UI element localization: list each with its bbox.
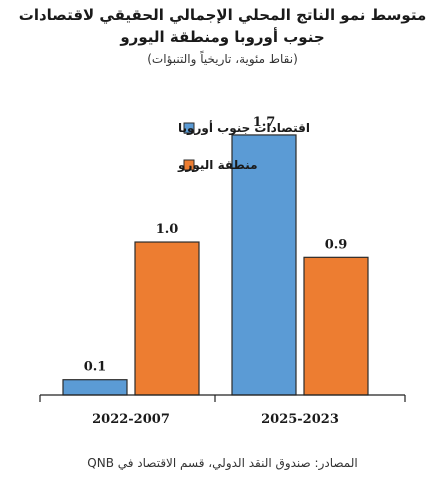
value-label-1-2: 1.7 <box>253 115 276 130</box>
chart-subtitle: (نقاط مئوية، تاريخياً والتنبؤات) <box>147 52 298 66</box>
legend-label-2: منطقة اليورو <box>177 158 258 173</box>
legend-swatch-2 <box>183 159 195 171</box>
source-note: المصادر: صندوق النقد الدولي، قسم الاقتصا… <box>87 456 358 470</box>
chart-title: متوسط نمو الناتج المحلي الإجمالي الحقيقي… <box>18 6 427 46</box>
bar-1-1 <box>62 379 128 396</box>
value-label-1-1: 0.1 <box>84 360 107 375</box>
value-label-2-1: 1.0 <box>156 222 179 237</box>
category-label-2: 2025-2023 <box>261 412 339 427</box>
legend-swatch-1 <box>183 122 195 134</box>
value-label-2-2: 0.9 <box>325 237 348 252</box>
bar-1-2 <box>231 134 297 396</box>
legend-label-1: اقتصادات جنوب أوروبا <box>178 120 310 136</box>
bar-2-2 <box>303 256 369 396</box>
category-label-1: 2022-2007 <box>92 412 170 427</box>
bar-2-1 <box>134 241 200 396</box>
